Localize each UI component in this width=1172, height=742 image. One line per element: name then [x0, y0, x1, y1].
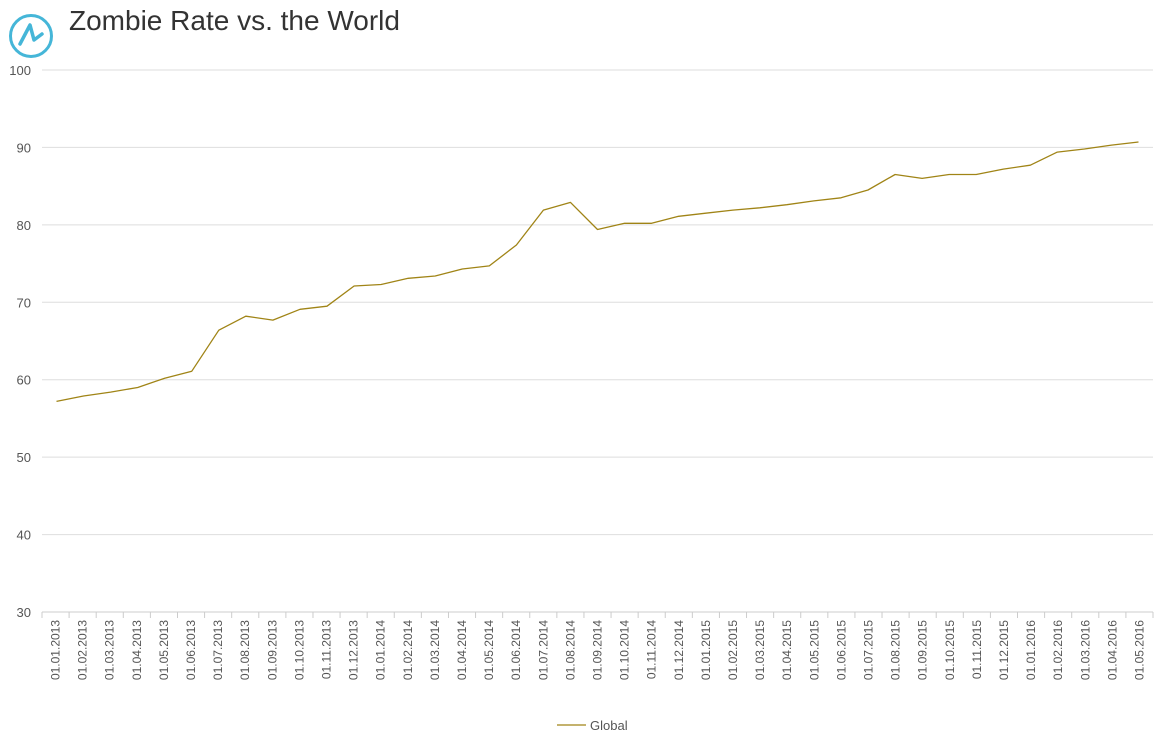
- x-tick-label: 01.05.2016: [1132, 620, 1146, 680]
- x-tick-label: 01.06.2014: [509, 620, 523, 680]
- x-tick-label: 01.06.2015: [834, 620, 848, 680]
- x-tick-label: 01.05.2015: [807, 620, 821, 680]
- x-tick-label: 01.10.2013: [292, 620, 306, 680]
- x-tick-label: 01.04.2013: [130, 620, 144, 680]
- x-tick-label: 01.01.2013: [49, 620, 63, 680]
- y-axis-ticks: 30 40 50 60 70 80 90 100: [9, 63, 31, 620]
- x-tick-label: 01.06.2013: [184, 620, 198, 680]
- y-tick-label: 30: [17, 605, 31, 620]
- legend[interactable]: Global: [557, 718, 628, 733]
- series-lines: [56, 141, 1139, 403]
- x-tick-label: 01.03.2013: [103, 620, 117, 680]
- x-tick-label: 01.05.2014: [482, 620, 496, 680]
- x-tick-label: 01.04.2016: [1105, 620, 1119, 680]
- x-tick-label: 01.11.2015: [970, 620, 984, 679]
- x-tick-label: 01.01.2015: [699, 620, 713, 680]
- x-tick-label: 01.07.2015: [861, 620, 875, 680]
- y-tick-label: 70: [17, 295, 31, 310]
- series-line-global: [56, 141, 1139, 403]
- x-tick-label: 01.02.2013: [76, 620, 90, 680]
- y-tick-label: 80: [17, 218, 31, 233]
- x-tick-label: 01.09.2013: [265, 620, 279, 680]
- x-tick-label: 01.12.2015: [997, 620, 1011, 680]
- x-tick-label: 01.10.2014: [618, 620, 632, 680]
- x-tick-label: 01.12.2013: [347, 620, 361, 680]
- grid-lines: [42, 69, 1153, 536]
- x-axis-ticks: 01.01.2013 01.02.2013 01.03.2013 01.04.2013…: [49, 620, 1147, 680]
- x-tick-label: 01.11.2013: [320, 620, 334, 679]
- x-tick-label: 01.02.2016: [1051, 620, 1065, 680]
- x-tick-label: 01.04.2015: [780, 620, 794, 680]
- x-tick-label: 01.04.2014: [455, 620, 469, 680]
- y-tick-label: 50: [17, 450, 31, 465]
- x-tick-label: 01.03.2015: [753, 620, 767, 680]
- x-tick-label: 01.02.2014: [401, 620, 415, 680]
- chart-title: Zombie Rate vs. the World: [69, 5, 400, 36]
- x-tick-label: 01.07.2014: [536, 620, 550, 680]
- x-tick-label: 01.09.2015: [916, 620, 930, 680]
- y-tick-label: 60: [17, 373, 31, 388]
- x-tick-label: 01.03.2016: [1078, 620, 1092, 680]
- x-tick-label: 01.12.2014: [672, 620, 686, 680]
- y-tick-label: 40: [17, 528, 31, 543]
- y-tick-label: 90: [17, 140, 31, 155]
- x-tick-label: 01.03.2014: [428, 620, 442, 680]
- x-tick-label: 01.02.2015: [726, 620, 740, 680]
- x-axis: [41, 611, 1154, 618]
- x-tick-label: 01.11.2014: [645, 620, 659, 679]
- x-tick-label: 01.10.2015: [943, 620, 957, 680]
- x-tick-label: 01.01.2014: [374, 620, 388, 680]
- x-tick-label: 01.08.2015: [889, 620, 903, 680]
- y-tick-label: 100: [9, 63, 31, 78]
- anychart-logo-icon: [9, 14, 53, 58]
- x-tick-label: 01.05.2013: [157, 620, 171, 680]
- legend-label[interactable]: Global: [590, 718, 628, 733]
- x-tick-label: 01.08.2013: [238, 620, 252, 680]
- x-tick-label: 01.09.2014: [591, 620, 605, 680]
- x-tick-label: 01.08.2014: [563, 620, 577, 680]
- x-tick-label: 01.01.2016: [1024, 620, 1038, 680]
- x-tick-label: 01.07.2013: [211, 620, 225, 680]
